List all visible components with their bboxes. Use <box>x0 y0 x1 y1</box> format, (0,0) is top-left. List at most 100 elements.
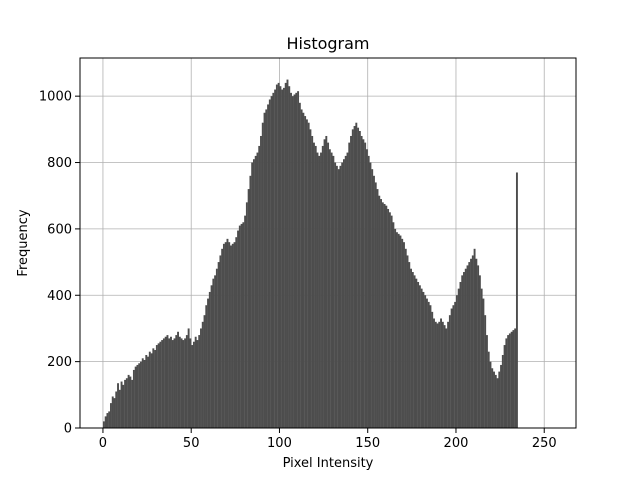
histogram-bar <box>397 233 400 428</box>
histogram-bar <box>132 369 135 428</box>
histogram-bar <box>191 345 194 428</box>
histogram-bar <box>279 86 282 429</box>
histogram-bar <box>127 374 130 428</box>
histogram-bar <box>110 403 112 428</box>
histogram-bar <box>424 295 427 428</box>
histogram-bar <box>496 378 499 428</box>
histogram-bar <box>337 169 340 428</box>
histogram-bar <box>249 175 252 428</box>
histogram-bar <box>401 238 404 428</box>
histogram-bar <box>256 152 259 429</box>
histogram-bar <box>182 340 185 428</box>
histogram-bar <box>353 126 356 428</box>
histogram-bar <box>477 265 480 428</box>
histogram-bar <box>381 202 384 428</box>
histogram-bar <box>438 321 441 428</box>
histogram-bar <box>436 323 439 428</box>
y-tick-label: 1000 <box>39 90 72 105</box>
histogram-bar <box>291 96 294 428</box>
histogram-bar <box>274 89 277 429</box>
histogram-bar <box>208 291 211 428</box>
histogram-bar <box>136 364 139 428</box>
histogram-bar <box>281 89 284 429</box>
histogram-bar <box>408 262 411 428</box>
y-tick-label: 600 <box>47 222 72 237</box>
histogram-bar <box>344 155 347 428</box>
histogram-bar <box>471 255 474 428</box>
histogram-bar <box>106 413 109 428</box>
x-tick-label: 200 <box>444 436 469 451</box>
histogram-bar <box>125 378 128 428</box>
histogram-bar <box>515 172 518 428</box>
histogram-bar <box>399 235 402 428</box>
histogram-bar <box>380 199 382 428</box>
histogram-bar <box>311 135 314 428</box>
histogram-bar <box>104 416 107 428</box>
histogram-bar <box>343 159 345 429</box>
histogram-bar <box>230 245 232 428</box>
histogram-bar <box>263 112 266 429</box>
histogram-bar <box>373 175 375 428</box>
histogram-bar <box>413 275 416 428</box>
histogram-bar <box>507 335 510 428</box>
histogram-bar <box>162 338 165 428</box>
histogram-bar <box>425 298 428 428</box>
histogram-bar <box>508 333 511 428</box>
histogram-bar <box>150 353 153 428</box>
histogram-bar <box>351 129 354 429</box>
histogram-bar <box>117 383 119 428</box>
histogram-bar <box>214 275 217 428</box>
histogram-bar <box>470 258 473 428</box>
histogram-bar <box>385 205 388 428</box>
histogram-bar <box>245 202 248 428</box>
histogram-bar <box>173 338 176 428</box>
histogram-bar <box>251 162 254 428</box>
histogram-bar <box>295 92 298 428</box>
x-tick-label: 0 <box>99 436 107 451</box>
histogram-bar <box>235 237 238 428</box>
histogram-bar <box>198 335 201 428</box>
histogram-bar <box>290 92 292 428</box>
histogram-bar <box>111 396 114 428</box>
histogram-bar <box>166 335 169 428</box>
histogram-bar <box>510 331 513 428</box>
histogram-bar <box>403 242 405 428</box>
histogram-bar <box>155 345 158 428</box>
x-tick-label: 250 <box>532 436 557 451</box>
histogram-bar <box>145 354 148 428</box>
histogram-bar <box>277 82 280 429</box>
histogram-bar <box>260 135 262 428</box>
histogram-bar <box>355 122 358 428</box>
histogram-bar <box>242 222 245 428</box>
histogram-bar <box>493 371 495 428</box>
histogram-bar <box>170 336 172 428</box>
histogram-bar <box>500 364 503 428</box>
histogram-bar <box>118 389 121 428</box>
histogram-bar <box>429 305 432 428</box>
histogram-bar <box>122 384 125 428</box>
histogram-bar <box>268 99 271 428</box>
histogram-bar <box>120 381 123 428</box>
histogram-bar <box>134 366 137 428</box>
histogram-bar <box>454 301 457 428</box>
histogram-bar <box>272 92 275 428</box>
histogram-bar <box>300 109 303 429</box>
x-axis-label: Pixel Intensity <box>283 456 374 471</box>
histogram-bar <box>316 152 319 429</box>
histogram-bar <box>192 341 195 428</box>
histogram-bar <box>417 281 420 428</box>
x-tick-label: 150 <box>355 436 380 451</box>
histogram-bar <box>298 102 301 428</box>
histogram-bar <box>314 145 317 428</box>
histogram-bar <box>484 315 487 428</box>
histogram-bar <box>374 182 377 428</box>
histogram-bar <box>237 230 240 428</box>
histogram-bar <box>219 255 222 428</box>
histogram-bar <box>254 155 257 428</box>
histogram-bar <box>433 318 435 428</box>
histogram-bar <box>267 104 270 428</box>
histogram-bar <box>180 338 183 428</box>
histogram-bar <box>371 169 374 428</box>
histogram-bar <box>350 135 352 428</box>
histogram-bar <box>210 285 213 428</box>
